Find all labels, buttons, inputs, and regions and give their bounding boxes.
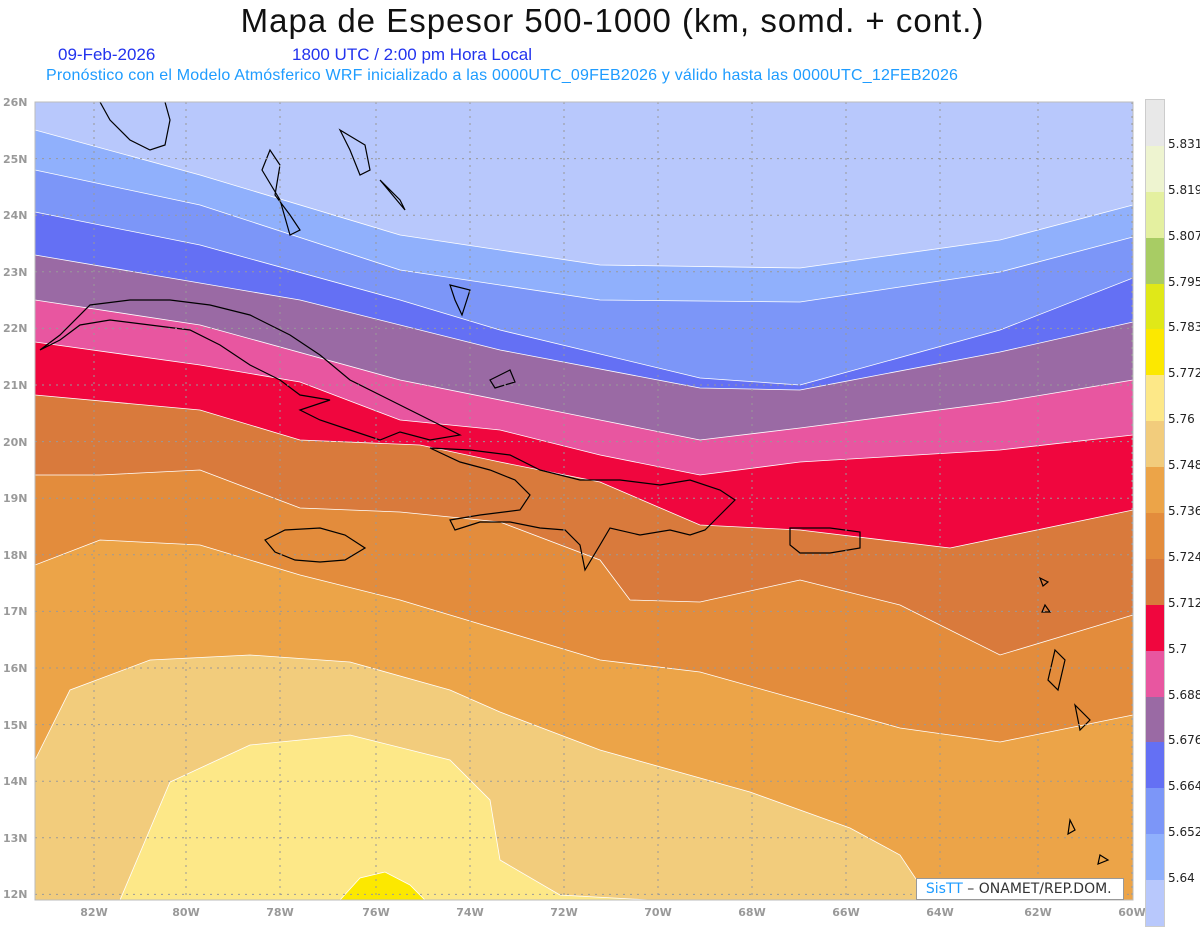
logo-separator: – bbox=[962, 881, 979, 897]
contour-line bbox=[35, 299, 1133, 441]
colorbar-label: 5.748 bbox=[1168, 458, 1200, 473]
colorbar-swatch bbox=[1146, 283, 1164, 330]
lon-label: 74W bbox=[456, 906, 484, 919]
lat-label: 17N bbox=[3, 605, 28, 619]
colorbar-swatch bbox=[1146, 512, 1164, 559]
florida-coastline bbox=[99, 102, 171, 151]
colorbar bbox=[1145, 99, 1165, 927]
lat-label: 12N bbox=[3, 888, 28, 902]
lon-label: 82W bbox=[80, 906, 108, 919]
colorbar-label: 5.712 bbox=[1168, 595, 1200, 610]
colorbar-swatch bbox=[1146, 329, 1164, 376]
colorbar-label: 5.64 bbox=[1168, 871, 1195, 886]
lat-label: 20N bbox=[3, 435, 28, 449]
lat-label: 26N bbox=[3, 96, 28, 109]
colorbar-label: 5.676 bbox=[1168, 733, 1200, 748]
colorbar-swatch bbox=[1146, 237, 1164, 284]
coastlines bbox=[39, 102, 1110, 865]
lon-label: 68W bbox=[738, 906, 766, 919]
colorbar-swatch bbox=[1146, 696, 1164, 743]
map-title: Mapa de Espesor 500-1000 (km, somd. + co… bbox=[240, 2, 985, 39]
lon-label: 62W bbox=[1024, 906, 1052, 919]
lon-label: 66W bbox=[832, 906, 860, 919]
jamaica-coastline bbox=[264, 527, 367, 563]
lon-label: 64W bbox=[926, 906, 954, 919]
contour-line bbox=[35, 129, 1133, 269]
colorbar-swatch bbox=[1146, 742, 1164, 789]
lat-label: 21N bbox=[3, 379, 28, 392]
lon-label: 60W bbox=[1118, 906, 1146, 919]
colorbar-label: 5.736 bbox=[1168, 504, 1200, 518]
contour-line bbox=[35, 169, 1133, 303]
lat-label: 23N bbox=[3, 265, 28, 279]
thickness-band bbox=[340, 872, 425, 900]
colorbar-swatch bbox=[1146, 145, 1164, 192]
lat-label: 14N bbox=[3, 775, 28, 789]
map-frame bbox=[34, 101, 1134, 901]
contour-line bbox=[35, 341, 1133, 476]
lon-label: 80W bbox=[172, 906, 200, 919]
logo-brand: SisTT bbox=[925, 881, 963, 897]
colorbar-swatch bbox=[1146, 558, 1164, 605]
contour-line bbox=[339, 871, 426, 900]
puerto-rico-coastline bbox=[789, 527, 861, 554]
colorbar-label: 5.664 bbox=[1168, 779, 1200, 794]
lat-label: 24N bbox=[3, 209, 28, 223]
lat-label: 22N bbox=[3, 322, 28, 336]
lat-label: 18N bbox=[3, 548, 28, 562]
onamet-logo: SisTT – ONAMET/REP.DOM. bbox=[916, 878, 1124, 900]
lon-label: 72W bbox=[550, 906, 578, 919]
colorbar-swatch bbox=[1146, 650, 1164, 697]
colorbar-label: 5.724 bbox=[1168, 549, 1200, 564]
colorbar-swatch bbox=[1146, 421, 1164, 468]
colorbar-label: 5.807 bbox=[1168, 228, 1200, 243]
colorbar-swatch bbox=[1146, 788, 1164, 835]
colorbar-label: 5.795 bbox=[1168, 274, 1200, 289]
contour-line bbox=[35, 211, 1133, 386]
lon-label: 70W bbox=[644, 906, 672, 919]
colorbar-swatch bbox=[1146, 467, 1164, 513]
bahamas-coastline bbox=[261, 128, 516, 389]
forecast-time: 1800 UTC / 2:00 pm Hora Local bbox=[292, 45, 533, 64]
lat-label: 15N bbox=[3, 718, 28, 732]
lat-label: 13N bbox=[3, 831, 28, 845]
cuba-coastline bbox=[39, 299, 462, 441]
thickness-band bbox=[120, 735, 650, 900]
logo-org: ONAMET/REP.DOM. bbox=[978, 881, 1112, 897]
colorbar-swatch bbox=[1146, 880, 1164, 926]
colorbar-swatch bbox=[1146, 834, 1164, 881]
model-description: Pronóstico con el Modelo Atmósferico WRF… bbox=[46, 67, 959, 84]
colorbar-swatch bbox=[1146, 604, 1164, 651]
lat-label: 25N bbox=[3, 152, 28, 166]
forecast-date: 09-Feb-2026 bbox=[58, 45, 156, 64]
hispaniola-coastline bbox=[429, 447, 736, 572]
contour-line bbox=[35, 539, 1133, 743]
colorbar-label: 5.819 bbox=[1168, 182, 1200, 197]
contour-line bbox=[35, 469, 1133, 656]
colorbar-label: 5.76 bbox=[1168, 412, 1195, 427]
colorbar-label: 5.783 bbox=[1168, 320, 1200, 335]
contour-line bbox=[35, 654, 931, 900]
contour-line bbox=[35, 254, 1133, 391]
colorbar-swatch bbox=[1146, 375, 1164, 422]
colorbar-label: 5.7 bbox=[1168, 641, 1188, 656]
lat-label: 16N bbox=[3, 662, 28, 675]
colorbar-swatch bbox=[1146, 191, 1164, 238]
colorbar-label: 5.772 bbox=[1168, 366, 1200, 381]
colorbar-label: 5.652 bbox=[1168, 825, 1200, 840]
lon-label: 76W bbox=[362, 906, 390, 919]
colorbar-label: 5.831 bbox=[1168, 136, 1200, 151]
lat-label: 19N bbox=[3, 492, 28, 506]
colorbar-label: 5.688 bbox=[1168, 687, 1200, 702]
lon-label: 78W bbox=[266, 906, 294, 919]
colorbar-swatch bbox=[1146, 99, 1164, 146]
contour-line bbox=[119, 734, 651, 900]
lat-lon-grid bbox=[35, 101, 1133, 900]
